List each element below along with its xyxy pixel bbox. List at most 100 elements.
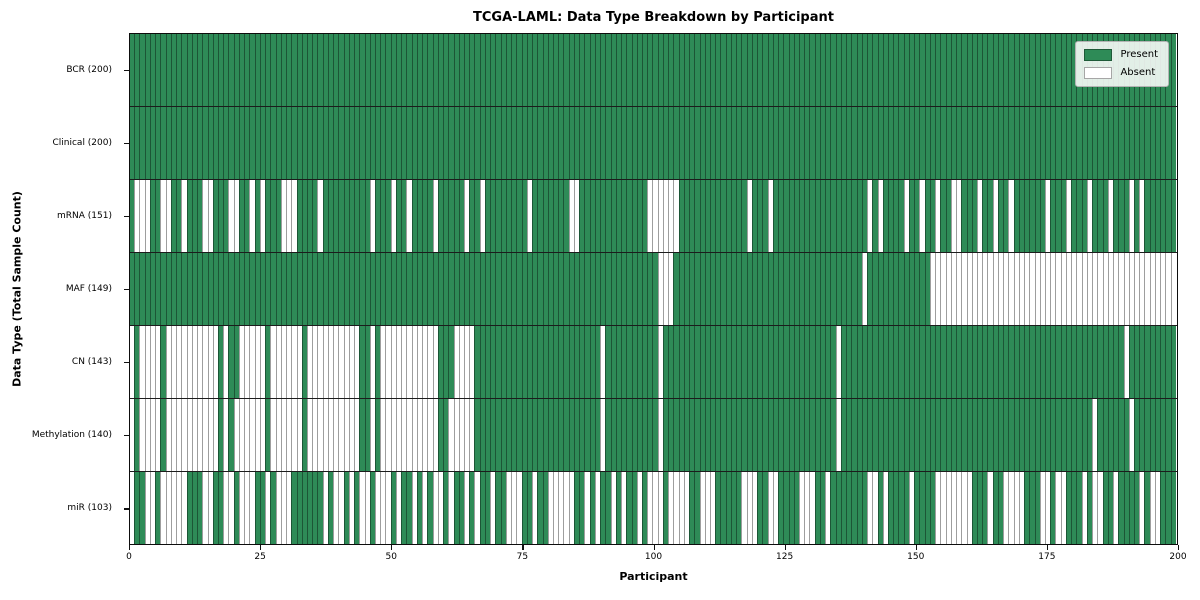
heatmap-cell [322, 399, 328, 471]
heatmap-cell [380, 326, 386, 398]
x-tick-mark [1178, 545, 1180, 550]
heatmap-cell [338, 472, 344, 544]
heatmap-cell [814, 253, 820, 325]
heatmap-cell [254, 107, 260, 179]
heatmap-cell [594, 180, 601, 252]
heatmap-cell [757, 107, 763, 179]
heatmap-cell [657, 253, 663, 325]
heatmap-cell [1008, 326, 1014, 398]
heatmap-cell [411, 253, 417, 325]
heatmap-cell [600, 253, 606, 325]
heatmap-cell [657, 34, 663, 106]
heatmap-cell [1086, 107, 1093, 179]
heatmap-cell [1160, 180, 1166, 252]
heatmap-cell [898, 472, 904, 544]
heatmap-cell [846, 180, 852, 252]
heatmap-cell [416, 253, 423, 325]
heatmap-cell [306, 180, 313, 252]
heatmap-cell [511, 107, 517, 179]
heatmap-cell [762, 253, 768, 325]
heatmap-cell [600, 472, 606, 544]
heatmap-cell [280, 472, 287, 544]
heatmap-cell [589, 472, 595, 544]
heatmap-cell [432, 107, 438, 179]
legend-item-absent: Absent [1084, 67, 1158, 79]
heatmap-cell [343, 107, 349, 179]
heatmap-cell [437, 253, 444, 325]
heatmap-cell [375, 107, 381, 179]
heatmap-cell [547, 472, 553, 544]
heatmap-cell [668, 472, 674, 544]
heatmap-cell [139, 253, 145, 325]
heatmap-cell [573, 180, 580, 252]
heatmap-cell [1139, 180, 1145, 252]
heatmap-cell [474, 34, 480, 106]
heatmap-cell [704, 107, 711, 179]
heatmap-cell [364, 34, 370, 106]
heatmap-cell [469, 472, 475, 544]
heatmap-cell [725, 34, 731, 106]
heatmap-cell [945, 253, 951, 325]
heatmap-cell [160, 326, 166, 398]
heatmap-cell [1029, 472, 1035, 544]
heatmap-cell [720, 326, 726, 398]
heatmap-cell [348, 180, 355, 252]
heatmap-cell [223, 472, 229, 544]
heatmap-cell [835, 34, 841, 106]
heatmap-cell [689, 253, 695, 325]
heatmap-cell [621, 107, 627, 179]
heatmap-cell [160, 180, 166, 252]
heatmap-cell [867, 399, 873, 471]
heatmap-row-mir [130, 471, 1177, 544]
heatmap-cell [793, 107, 799, 179]
heatmap-cell [982, 326, 988, 398]
heatmap-cell [673, 399, 679, 471]
heatmap-cell [1029, 107, 1035, 179]
heatmap-cell [401, 253, 407, 325]
heatmap-cell [228, 180, 234, 252]
heatmap-cell [306, 472, 313, 544]
heatmap-cell [673, 472, 679, 544]
heatmap-cell [197, 180, 203, 252]
heatmap-cell [840, 253, 847, 325]
heatmap-cell [228, 107, 234, 179]
heatmap-cell [568, 34, 574, 106]
heatmap-cell [537, 34, 543, 106]
heatmap-cell [202, 34, 208, 106]
x-tick-mark [784, 545, 786, 550]
heatmap-cell [652, 472, 658, 544]
heatmap-cell [223, 34, 229, 106]
heatmap-cell [615, 326, 622, 398]
heatmap-cell [1160, 399, 1166, 471]
heatmap-cell [364, 326, 370, 398]
heatmap-cell [233, 34, 239, 106]
heatmap-cell [505, 472, 512, 544]
heatmap-cell [861, 326, 868, 398]
heatmap-cell [678, 399, 684, 471]
heatmap-cell [778, 107, 784, 179]
heatmap-cell [558, 180, 564, 252]
heatmap-cell [621, 253, 627, 325]
heatmap-cell [584, 326, 590, 398]
heatmap-cell [343, 472, 349, 544]
heatmap-cell [919, 107, 925, 179]
heatmap-cell [217, 253, 224, 325]
heatmap-cell [568, 107, 574, 179]
heatmap-cell [474, 107, 480, 179]
heatmap-cell [432, 326, 438, 398]
heatmap-cell [1160, 326, 1166, 398]
heatmap-cell [511, 180, 517, 252]
heatmap-cell [437, 107, 444, 179]
heatmap-cell [343, 34, 349, 106]
heatmap-cell [746, 472, 752, 544]
heatmap-cell [244, 180, 250, 252]
heatmap-cell [657, 472, 663, 544]
heatmap-cell [935, 399, 941, 471]
heatmap-cell [725, 472, 731, 544]
heatmap-cell [181, 107, 187, 179]
heatmap-cell [516, 399, 522, 471]
heatmap-cell [155, 253, 161, 325]
heatmap-cell [238, 107, 245, 179]
heatmap-cell [621, 34, 627, 106]
heatmap-cell [1003, 34, 1009, 106]
